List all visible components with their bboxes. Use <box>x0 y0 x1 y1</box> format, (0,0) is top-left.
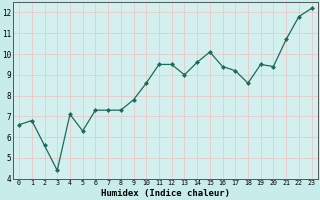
X-axis label: Humidex (Indice chaleur): Humidex (Indice chaleur) <box>101 189 230 198</box>
